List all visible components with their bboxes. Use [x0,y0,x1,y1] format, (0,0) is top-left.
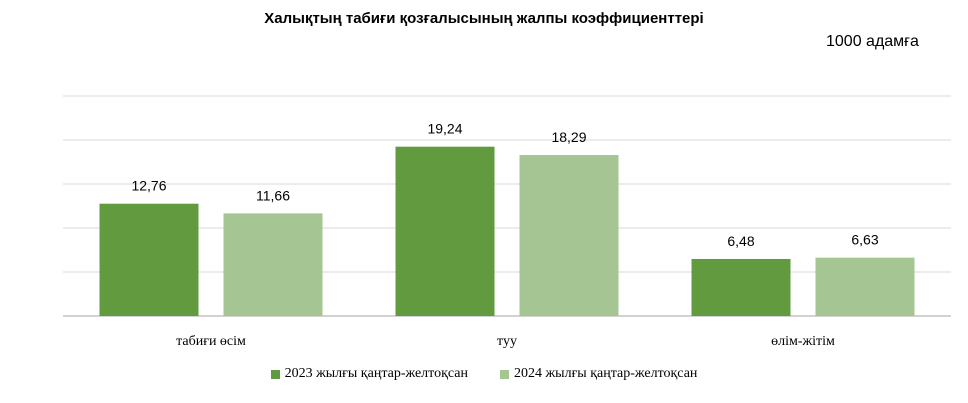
bar-2024-2 [815,257,915,316]
legend-item-2023: 2023 жылғы қаңтар-желтоқсан [270,366,468,382]
data-label: 6,63 [851,232,878,248]
category-label: өлім-жітім [771,334,835,349]
unit-label: 1000 адамға [826,33,919,50]
bar-2024-0 [223,213,323,316]
data-label: 18,29 [551,129,586,145]
bar-2023-0 [99,203,199,316]
legend-item-2024: 2024 жылғы қаңтар-желтоқсан [500,366,697,382]
legend-label-2024: 2024 жылғы қаңтар-желтоқсан [514,366,698,381]
bar-2024-1 [519,155,619,316]
category-label: туу [497,334,517,349]
data-label: 11,66 [256,187,290,203]
legend-swatch-2023 [270,369,280,379]
chart-legend: 2023 жылғы қаңтар-желтоқсан 2024 жылғы қ… [0,366,968,382]
data-label: 6,48 [727,233,754,249]
legend-swatch-2024 [500,369,509,379]
chart-title: Халықтың табиғи қозғалысының жалпы коэфф… [264,10,704,27]
category-label: табиғи өсім [176,334,246,349]
bar-2023-1 [395,146,495,316]
legend-label-2023: 2023 жылғы қаңтар-желтоқсан [284,366,468,381]
bar-2023-2 [691,258,791,316]
data-label: 19,24 [427,121,462,137]
data-label: 12,76 [131,178,166,194]
